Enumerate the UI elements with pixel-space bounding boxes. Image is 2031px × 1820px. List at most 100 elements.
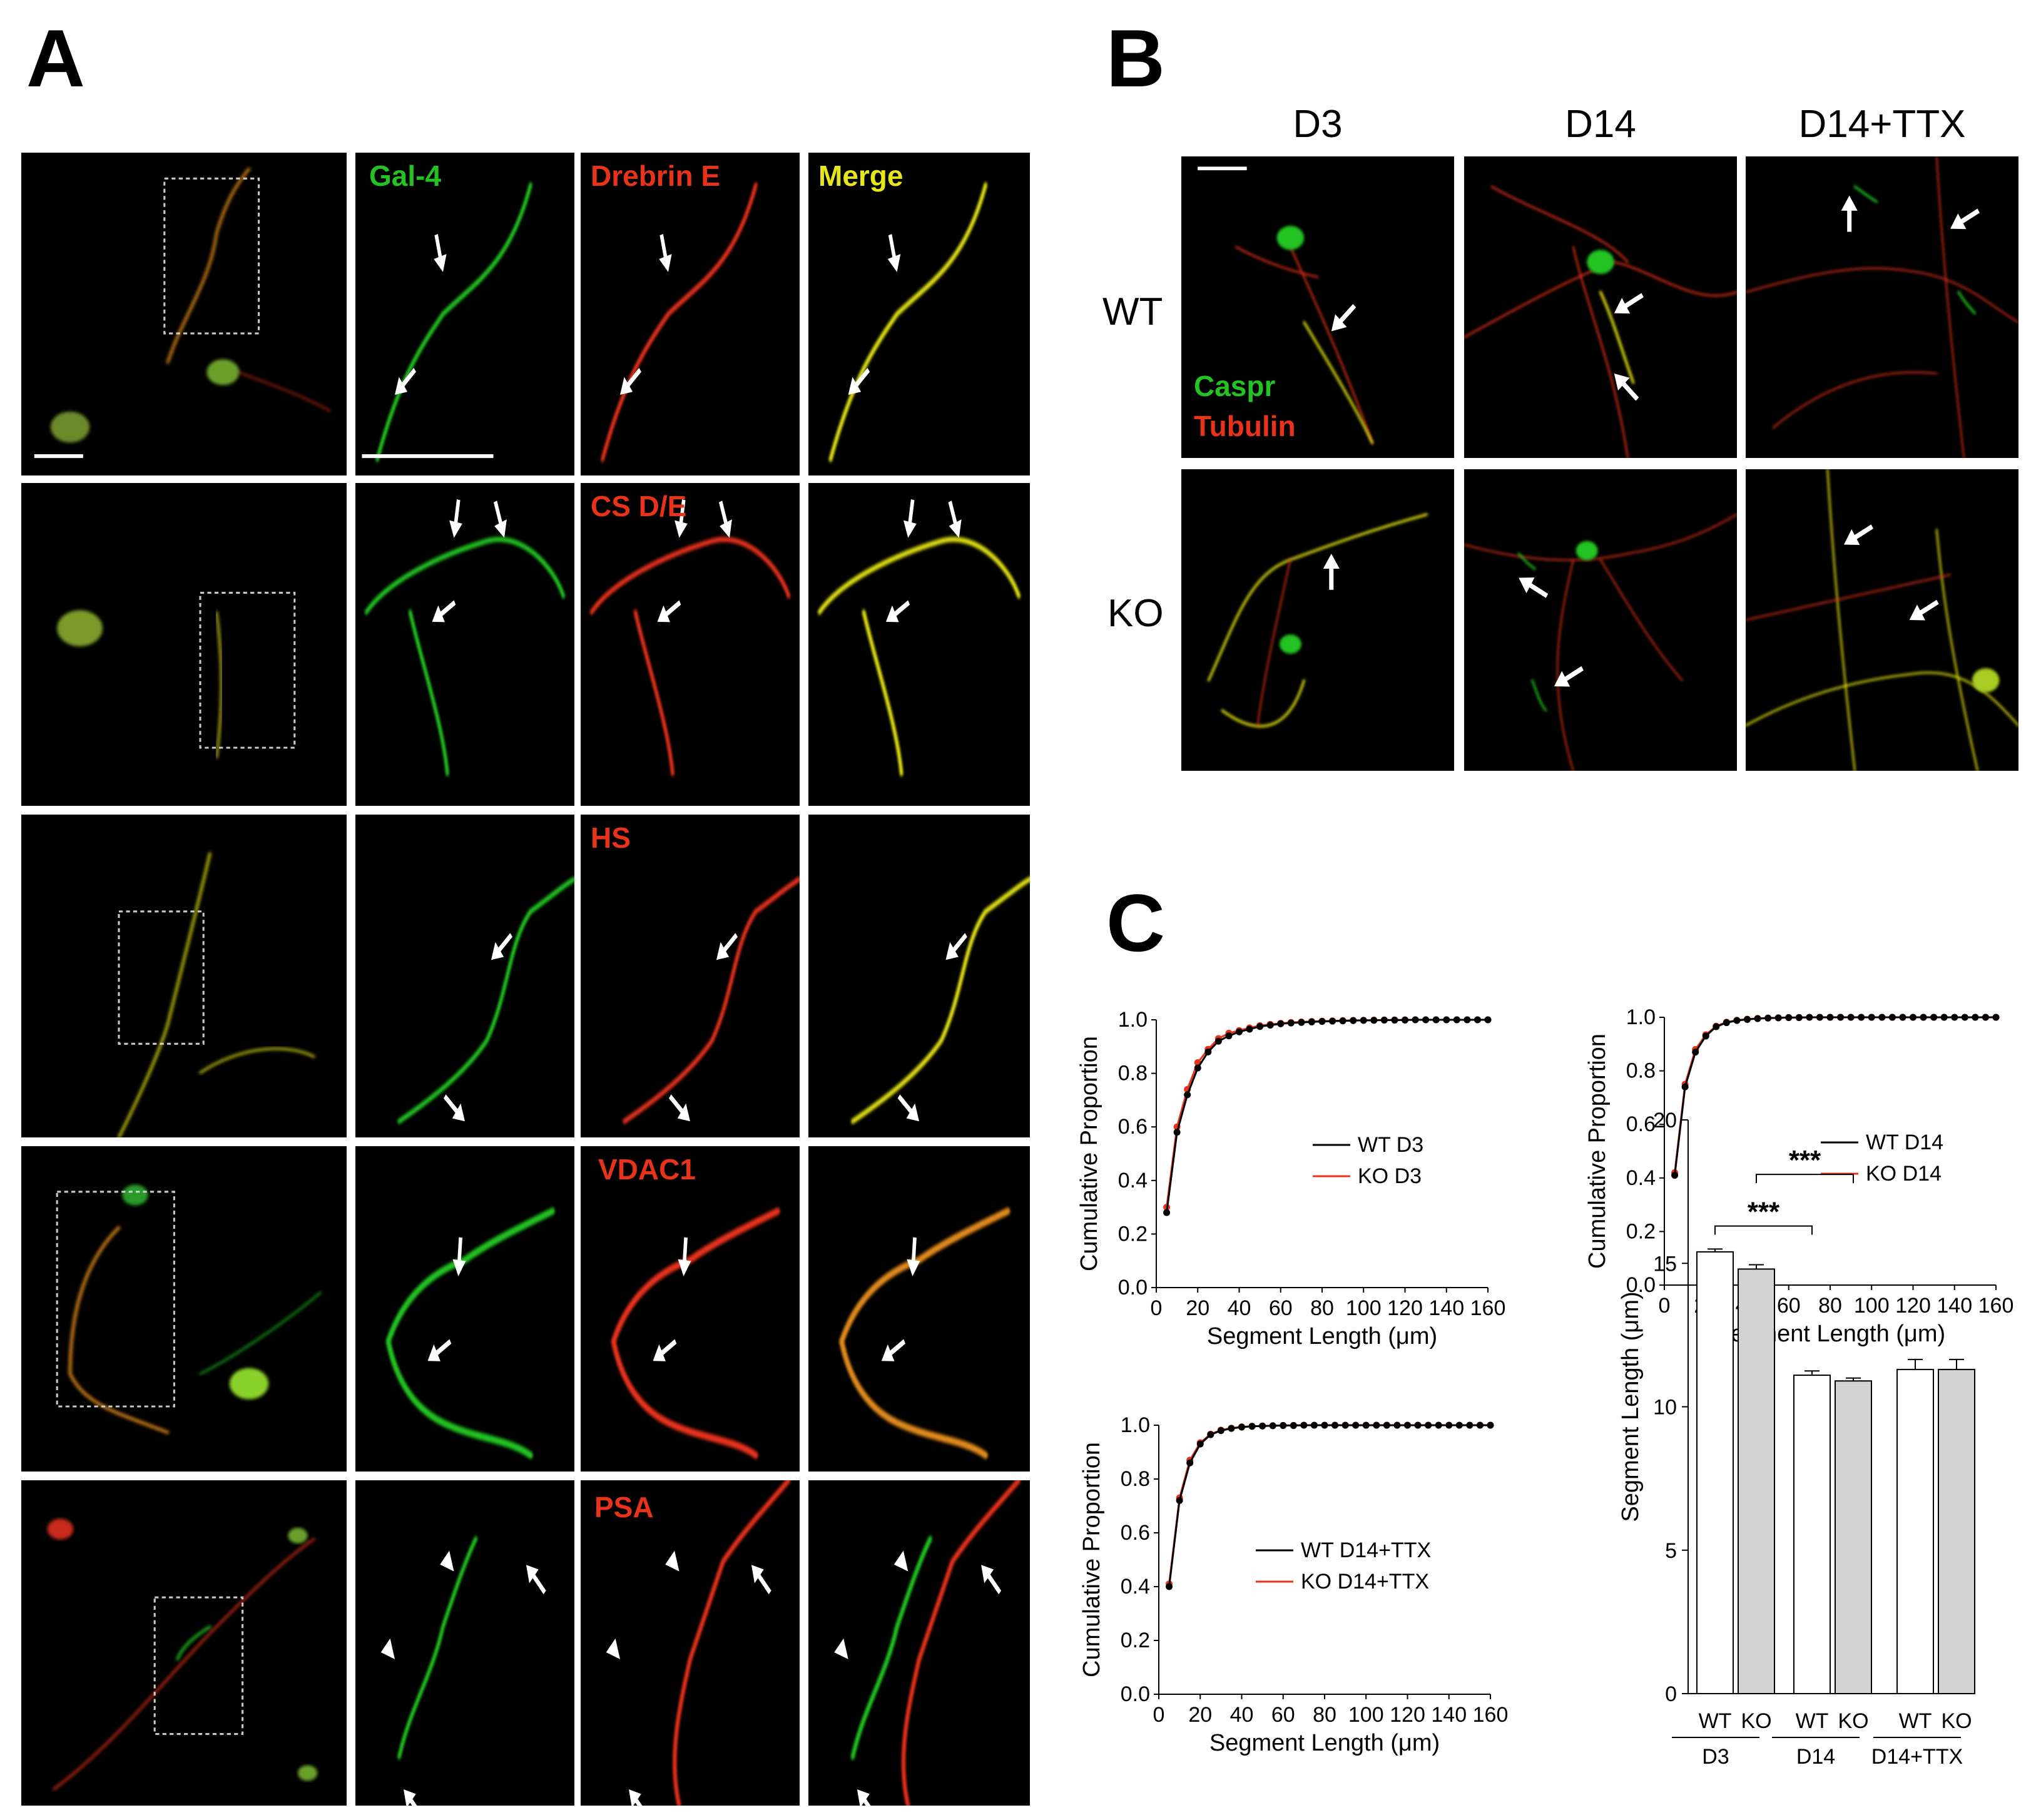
series-point — [1383, 1421, 1390, 1429]
x-tick-label: 60 — [1777, 1294, 1801, 1318]
series-point — [1910, 1014, 1916, 1021]
series-point — [1837, 1014, 1845, 1021]
series-line-ko-d14 — [1674, 1016, 1996, 1173]
series-point — [1474, 1016, 1481, 1024]
y-axis-label: Cumulative Proportion — [1584, 1034, 1611, 1269]
zoom-row-2-col-3 — [808, 483, 1030, 806]
series-point — [1920, 1014, 1927, 1021]
series-point — [1940, 1014, 1948, 1021]
significance-label: *** — [1789, 1145, 1821, 1176]
series-point — [1785, 1014, 1793, 1021]
caspr-tubulin-wt-d14 — [1464, 156, 1737, 458]
series-point — [1391, 1016, 1398, 1024]
legend-tubulin: Tubulin — [1194, 410, 1296, 442]
zoom-row-3-col-1 — [355, 815, 574, 1137]
x-tick-label: 140 — [1428, 1296, 1464, 1320]
x-tick-label: 80 — [1313, 1703, 1336, 1727]
series-point — [1280, 1421, 1287, 1429]
series-point — [1225, 1032, 1233, 1040]
y-tick-label: 0.8 — [1121, 1467, 1150, 1491]
x-tick-label: 20 — [1186, 1296, 1209, 1320]
category-label: KO — [1741, 1709, 1771, 1733]
y-tick-label: 1.0 — [1626, 1005, 1656, 1029]
series-point — [1287, 1019, 1295, 1027]
x-tick-label: 160 — [1978, 1294, 2014, 1318]
series-point — [1277, 1020, 1285, 1027]
x-tick-label: 120 — [1390, 1703, 1425, 1727]
y-tick-label: 15 — [1653, 1252, 1677, 1276]
series-point — [1412, 1016, 1419, 1024]
panel-letter-c: C — [1106, 877, 1165, 968]
series-point — [1858, 1014, 1865, 1021]
y-tick-label: 0.4 — [1121, 1575, 1150, 1599]
zoom-row-5-col-1 — [355, 1480, 574, 1806]
y-tick-label: 0.0 — [1118, 1276, 1148, 1299]
bar-2 — [1738, 1268, 1775, 1695]
series-point — [1930, 1014, 1938, 1021]
series-point — [1236, 1028, 1243, 1035]
x-tick-label: 0 — [1659, 1294, 1671, 1318]
cdf-chart-3: 0.0 0.2 0.4 0.6 0.8 1.0 0 20 40 60 80 100 120 140 160 S… — [1079, 1413, 1508, 1756]
series-point — [1425, 1421, 1432, 1429]
label-hs: HS — [591, 821, 631, 854]
zoom-row-2-col-2 — [581, 483, 800, 806]
x-tick-label: 120 — [1387, 1296, 1423, 1320]
series-point — [1318, 1018, 1326, 1025]
series-point — [1713, 1023, 1720, 1030]
cdf-chart-2: 0.00.20.40.60.81.0020406080100120140160S… — [1584, 1005, 2013, 1347]
zoom-row-1-col-1 — [355, 153, 574, 475]
series-point — [1723, 1019, 1730, 1027]
y-tick-label: 10 — [1653, 1396, 1677, 1420]
series-point — [1414, 1421, 1422, 1429]
label-vdac1: VDAC1 — [598, 1153, 696, 1186]
col-header-d14-ttx: D14+TTX — [1798, 103, 1966, 146]
series-point — [1816, 1014, 1823, 1021]
caspr-tubulin-ko-d14 — [1464, 469, 1737, 771]
significance-label: *** — [1748, 1197, 1780, 1228]
series-point — [1393, 1421, 1401, 1429]
legend-entry: KO D14+TTX — [1301, 1570, 1429, 1594]
series-point — [1238, 1423, 1245, 1431]
series-point — [1166, 1583, 1173, 1590]
series-point — [1300, 1421, 1308, 1429]
y-tick-label: 0.8 — [1118, 1062, 1148, 1085]
panel-letter-b: B — [1106, 13, 1165, 104]
series-point — [1453, 1016, 1460, 1024]
series-point — [1176, 1497, 1183, 1504]
category-label: WT — [1699, 1709, 1732, 1733]
x-tick-label: 120 — [1895, 1294, 1931, 1318]
overview-row-5 — [21, 1480, 347, 1806]
y-tick-label: 0 — [1665, 1682, 1677, 1706]
series-line-wt-d3 — [1166, 1019, 1488, 1213]
y-tick-label: 0.6 — [1626, 1112, 1656, 1136]
x-tick-label: 160 — [1470, 1296, 1506, 1320]
row-header-wt: WT — [1102, 290, 1163, 333]
y-axis-label: Segment Length (μm) — [1617, 1291, 1644, 1522]
bar-5 — [1896, 1368, 1934, 1694]
caspr-tubulin-ko-d14ttx — [1746, 469, 2018, 771]
y-tick-label: 0.6 — [1118, 1115, 1148, 1139]
label-drebrin-e: Drebrin E — [591, 160, 721, 192]
series-point — [1308, 1018, 1315, 1025]
series-point — [1248, 1423, 1256, 1430]
zoom-row-2-col-1 — [355, 483, 574, 806]
series-point — [1744, 1015, 1751, 1023]
overview-row-3 — [21, 815, 347, 1137]
series-point — [1435, 1421, 1442, 1429]
series-point — [1878, 1014, 1886, 1021]
series-point — [1290, 1421, 1297, 1429]
panel-letter-a: A — [26, 13, 85, 104]
series-point — [1321, 1421, 1328, 1429]
x-tick-label: 60 — [1271, 1703, 1295, 1727]
series-point — [1702, 1032, 1709, 1040]
series-line-wt-d14-ttx — [1168, 1424, 1490, 1587]
y-tick-label: 0.8 — [1626, 1059, 1656, 1083]
series-point — [1487, 1421, 1494, 1429]
significance-bracket — [1714, 1225, 1813, 1235]
y-tick-label: 0.4 — [1626, 1166, 1656, 1190]
x-tick-label: 0 — [1151, 1296, 1163, 1320]
series-point — [1443, 1016, 1450, 1024]
series-point — [1992, 1014, 2000, 1021]
series-point — [1228, 1425, 1235, 1432]
